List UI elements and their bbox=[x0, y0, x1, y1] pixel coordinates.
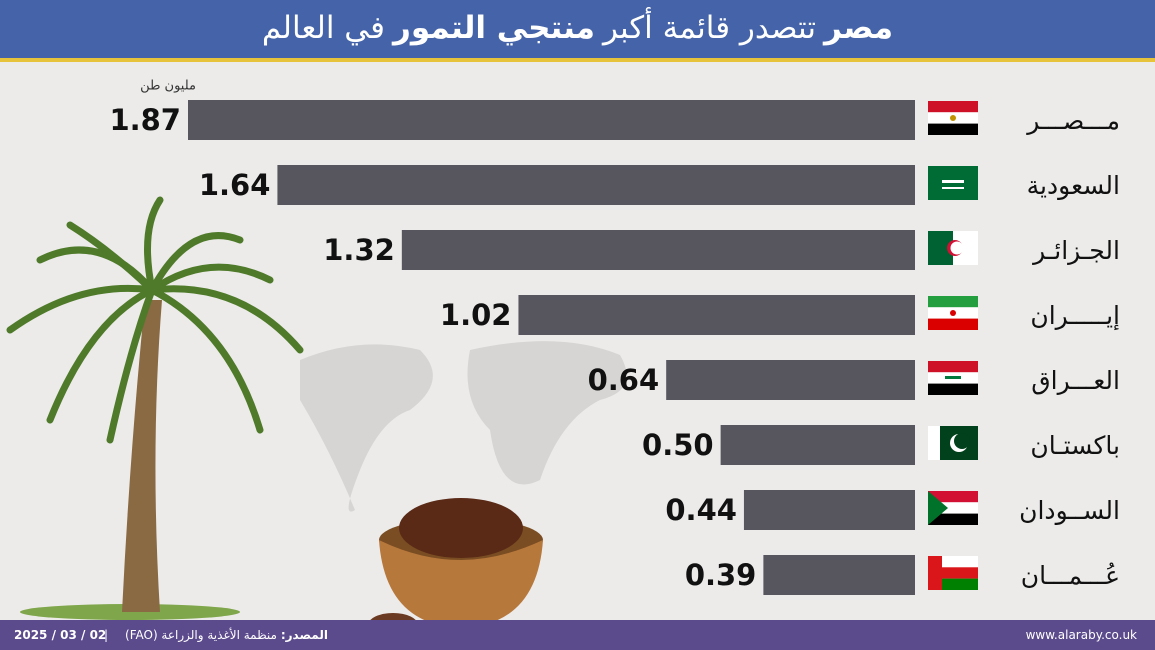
bar bbox=[666, 360, 915, 400]
bar bbox=[188, 100, 915, 140]
category-label: باكستـان bbox=[1030, 431, 1120, 460]
title-part: مصر bbox=[824, 10, 894, 46]
category-label: الجـزائـر bbox=[1031, 236, 1120, 265]
title: مصرتتصدر قائمة أكبرمنتجي التمورفي العالم bbox=[0, 0, 1155, 62]
bar bbox=[763, 555, 915, 595]
category-label: إيـــــران bbox=[1030, 301, 1120, 331]
category-label: الســودان bbox=[1019, 496, 1120, 525]
title-part: منتجي التمور bbox=[392, 10, 595, 46]
date: 2025 / 03 / 02 bbox=[14, 628, 107, 642]
bar bbox=[720, 425, 915, 465]
separator: | bbox=[104, 628, 109, 642]
value-label: 0.50 bbox=[642, 428, 714, 462]
source-label: المصدر: bbox=[280, 628, 328, 642]
flags bbox=[928, 101, 978, 590]
world-map bbox=[300, 341, 627, 512]
chart: مليون طن 1.87 مـــصـــر 1.64 السعودية 1.32 ال… bbox=[6, 79, 1120, 620]
unit-label: مليون طن bbox=[140, 79, 196, 94]
bar bbox=[518, 295, 915, 335]
palm-tree bbox=[6, 196, 304, 620]
category-label: العـــراق bbox=[1031, 366, 1120, 395]
website: www.alaraby.co.uk bbox=[1025, 628, 1137, 642]
source-text: منظمة الأغذية والزراعة (FAO) bbox=[125, 628, 277, 642]
category-label: مـــصـــر bbox=[1025, 106, 1120, 135]
dates-bowl bbox=[370, 498, 543, 620]
value-label: 1.32 bbox=[323, 233, 395, 267]
source: المصدر: منظمة الأغذية والزراعة (FAO) bbox=[125, 620, 328, 650]
value-label: 0.64 bbox=[588, 363, 660, 397]
title-part: تتصدر قائمة أكبر bbox=[602, 10, 817, 46]
footer: 2025 / 03 / 02 | المصدر: منظمة الأغذية و… bbox=[0, 620, 1155, 650]
value-label: 1.64 bbox=[199, 168, 271, 202]
category-label: عُـــمـــان bbox=[1021, 561, 1120, 590]
category-label: السعودية bbox=[1027, 171, 1120, 200]
value-label: 1.87 bbox=[109, 103, 181, 137]
title-part: في العالم bbox=[261, 10, 385, 46]
bar bbox=[743, 490, 915, 530]
bar bbox=[401, 230, 916, 270]
value-label: 1.02 bbox=[440, 298, 512, 332]
value-label: 0.44 bbox=[665, 493, 737, 527]
bar bbox=[277, 165, 915, 205]
value-label: 0.39 bbox=[685, 558, 757, 592]
